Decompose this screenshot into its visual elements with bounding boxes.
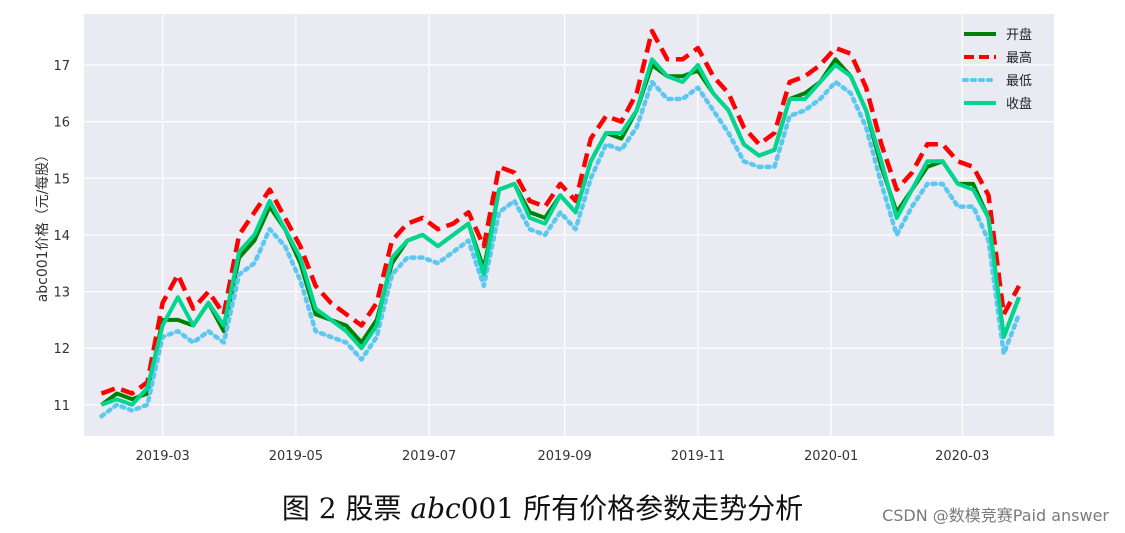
x-tick-label: 2020-03 [935,449,989,464]
y-tick-label: 15 [53,172,70,187]
stock-price-chart: 2019-03 2019-05 2019-07 2019-09 2019-11 2020-… [35,14,1054,464]
legend-label: 最低 [1006,74,1032,89]
grid-lines [84,14,1054,436]
x-tick-label: 2019-05 [269,449,323,464]
x-tick-label: 2019-07 [402,449,456,464]
y-tick-label: 17 [53,59,70,74]
x-tick-label: 2019-03 [135,449,189,464]
series-line [100,28,1021,396]
x-tick-label: 2019-09 [537,449,591,464]
legend-label: 收盘 [1006,96,1032,112]
y-tick-label: 14 [53,229,70,244]
figure-caption: 图 2 股票 abc001 所有价格参数走势分析 [0,487,1125,527]
caption-suffix: 001 所有价格参数走势分析 [460,492,804,525]
caption-italic: abc [410,492,461,525]
x-tick-label: 2020-01 [804,449,858,464]
legend-label: 开盘 [1006,27,1032,43]
y-tick-label: 11 [53,399,70,414]
caption-prefix: 图 2 股票 [281,492,411,525]
x-axis-ticks: 2019-03 2019-05 2019-07 2019-09 2019-11 2020-… [135,449,989,464]
y-tick-label: 16 [53,116,70,131]
y-tick-label: 12 [53,342,70,357]
y-tick-label: 13 [53,286,70,301]
y-axis-ticks: 11 12 13 14 15 16 17 [53,59,70,414]
series-line [99,79,1022,419]
y-axis-label: abc001价格（元/每股） [35,148,51,303]
x-tick-label: 2019-11 [671,449,725,464]
series-line [100,57,1021,407]
legend-label: 最高 [1006,50,1032,66]
watermark: CSDN @数模竞赛Paid answer [882,506,1109,525]
series-lines [99,28,1022,419]
